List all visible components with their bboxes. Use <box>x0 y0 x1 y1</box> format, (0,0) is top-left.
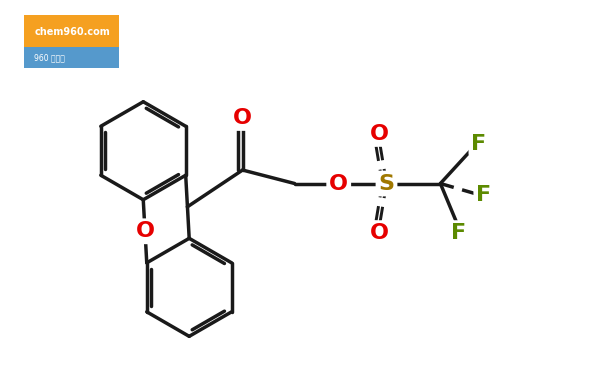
Text: chem960.com: chem960.com <box>34 27 110 37</box>
Text: O: O <box>370 124 388 144</box>
Text: S: S <box>379 174 394 194</box>
Text: O: O <box>370 223 388 243</box>
FancyBboxPatch shape <box>24 15 119 46</box>
Text: F: F <box>451 223 466 243</box>
FancyBboxPatch shape <box>24 46 119 68</box>
Text: O: O <box>136 221 154 241</box>
Text: O: O <box>233 108 252 128</box>
Text: O: O <box>329 174 348 194</box>
Text: F: F <box>471 134 486 154</box>
Text: 960 化工网: 960 化工网 <box>34 53 65 62</box>
Text: F: F <box>476 184 491 204</box>
